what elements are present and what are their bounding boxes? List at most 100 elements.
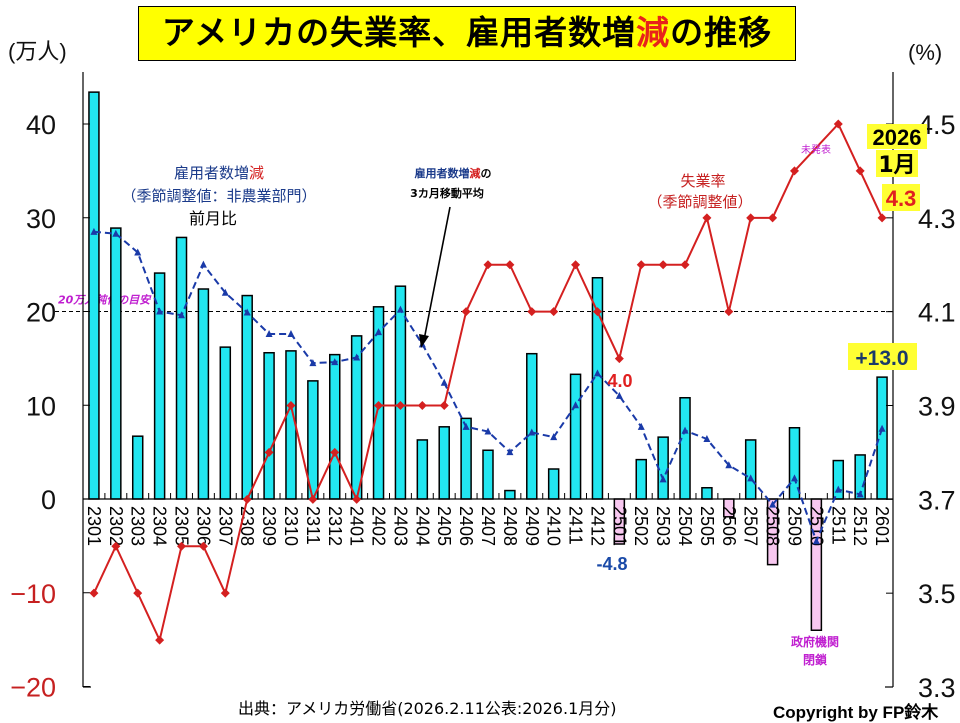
payroll-bar bbox=[394, 285, 407, 500]
moving-average-point bbox=[659, 475, 667, 483]
latest-year: 2026 bbox=[873, 125, 922, 150]
moving-average-label-red: 減 bbox=[470, 166, 481, 180]
moving-average-point bbox=[615, 391, 623, 399]
category-label: 2511 bbox=[828, 506, 848, 545]
left-axis-tick-label: 20 bbox=[26, 298, 56, 328]
payroll-bar bbox=[482, 449, 494, 500]
payroll-bar bbox=[547, 468, 560, 500]
category-label: 2601 bbox=[872, 506, 892, 546]
unemployment-point bbox=[177, 541, 187, 551]
left-axis-tick-label: 30 bbox=[26, 204, 56, 234]
category-label: 2305 bbox=[172, 506, 192, 546]
unemployment-point bbox=[636, 260, 646, 270]
category-label: 2410 bbox=[544, 506, 564, 546]
latest-year-bg bbox=[867, 124, 927, 149]
category-label: 2306 bbox=[193, 506, 213, 546]
unemployment-point bbox=[220, 588, 230, 598]
moving-average-point bbox=[462, 422, 470, 430]
category-label: 2311 bbox=[303, 506, 323, 545]
category-label: 2312 bbox=[325, 506, 345, 546]
left-axis-tick-label: −20 bbox=[10, 673, 56, 703]
moving-average-point bbox=[812, 537, 820, 545]
moving-average-point bbox=[331, 358, 339, 366]
moving-average-point bbox=[528, 428, 536, 436]
left-axis-tick-label: 0 bbox=[41, 485, 56, 515]
moving-average-point bbox=[375, 328, 383, 336]
moving-average-point bbox=[637, 422, 645, 430]
payroll-bar bbox=[416, 439, 429, 500]
category-label: 2503 bbox=[653, 506, 673, 546]
payroll-bar bbox=[526, 352, 538, 500]
shutdown-label-line1: 政府機関 bbox=[791, 634, 839, 649]
category-label: 2506 bbox=[719, 506, 739, 546]
latest-payroll-bg bbox=[848, 343, 917, 370]
right-axis-tick-label: 3.5 bbox=[918, 579, 956, 609]
moving-average-point bbox=[725, 461, 733, 469]
unemployment-point bbox=[264, 447, 274, 457]
title-highlight: 減 bbox=[636, 13, 671, 52]
payroll-bar bbox=[285, 350, 297, 500]
payroll-bar bbox=[876, 376, 888, 500]
category-label: 2302 bbox=[106, 506, 126, 546]
unemployment-point bbox=[702, 213, 712, 223]
category-label: 2401 bbox=[347, 506, 367, 546]
employment-label-red: 減 bbox=[249, 164, 264, 182]
moving-average-point bbox=[484, 427, 492, 435]
payroll-bar bbox=[110, 227, 122, 500]
moving-average-point bbox=[221, 288, 229, 296]
payroll-bar bbox=[329, 353, 341, 500]
unemployment-point bbox=[855, 166, 865, 176]
unemployment-point bbox=[833, 119, 843, 129]
latest-payroll-value: +13.0 bbox=[855, 347, 908, 370]
latest-unemployment-bg bbox=[882, 184, 920, 211]
moving-average-point bbox=[769, 500, 777, 508]
moving-average-point bbox=[790, 474, 798, 482]
moving-average-point bbox=[134, 248, 142, 256]
moving-average-point bbox=[112, 229, 120, 237]
moving-average-point bbox=[681, 426, 689, 434]
category-label: 2309 bbox=[259, 506, 279, 546]
category-label: 2310 bbox=[281, 506, 301, 546]
unemployment-point bbox=[483, 260, 493, 270]
unpublished-label: 未発表 bbox=[801, 143, 831, 156]
moving-average-arrow-shaft bbox=[423, 206, 451, 341]
unemployment-point bbox=[505, 260, 515, 270]
category-label: 2303 bbox=[128, 506, 148, 546]
moving-average-point bbox=[309, 359, 317, 367]
right-axis-unit: (%) bbox=[908, 40, 943, 65]
category-label: 2403 bbox=[390, 506, 410, 546]
unemployment-line bbox=[93, 122, 883, 644]
category-label: 2509 bbox=[784, 506, 804, 546]
category-label: 2507 bbox=[741, 506, 761, 546]
unemployment-point bbox=[658, 260, 668, 270]
employment-label-line3: 前月比 bbox=[189, 209, 237, 228]
payroll-bar bbox=[832, 459, 845, 500]
category-label: 2406 bbox=[456, 506, 476, 546]
unemployment-point bbox=[724, 307, 734, 317]
moving-average-point bbox=[287, 330, 295, 337]
unemployment-point bbox=[439, 401, 449, 410]
reference-line-label: 20万人鈍化の目安 bbox=[58, 294, 152, 307]
payroll-bar bbox=[569, 373, 582, 500]
unemployment-point bbox=[417, 401, 427, 410]
category-label: 2402 bbox=[369, 506, 389, 546]
payroll-bar bbox=[219, 346, 232, 500]
category-label: 2408 bbox=[500, 506, 520, 546]
category-label: 2512 bbox=[850, 506, 870, 546]
copyright: Copyright by FP鈴木 bbox=[773, 703, 939, 722]
left-axis-tick-label: −10 bbox=[10, 579, 56, 609]
category-label: 2301 bbox=[84, 506, 104, 546]
employment-label-line1: 雇用者数増減 bbox=[174, 164, 264, 182]
category-label: 2307 bbox=[215, 506, 235, 546]
right-axis-tick-label: 4.1 bbox=[918, 298, 956, 328]
unemployment-point bbox=[789, 166, 799, 176]
payroll-bar bbox=[460, 417, 472, 500]
moving-average-point bbox=[703, 435, 711, 442]
moving-average-point bbox=[199, 260, 207, 268]
title-part2: の推移 bbox=[670, 13, 773, 52]
category-label: 2411 bbox=[566, 506, 586, 545]
unemployment-point bbox=[286, 401, 296, 410]
category-label: 2405 bbox=[434, 506, 454, 546]
category-label: 2508 bbox=[763, 506, 783, 546]
